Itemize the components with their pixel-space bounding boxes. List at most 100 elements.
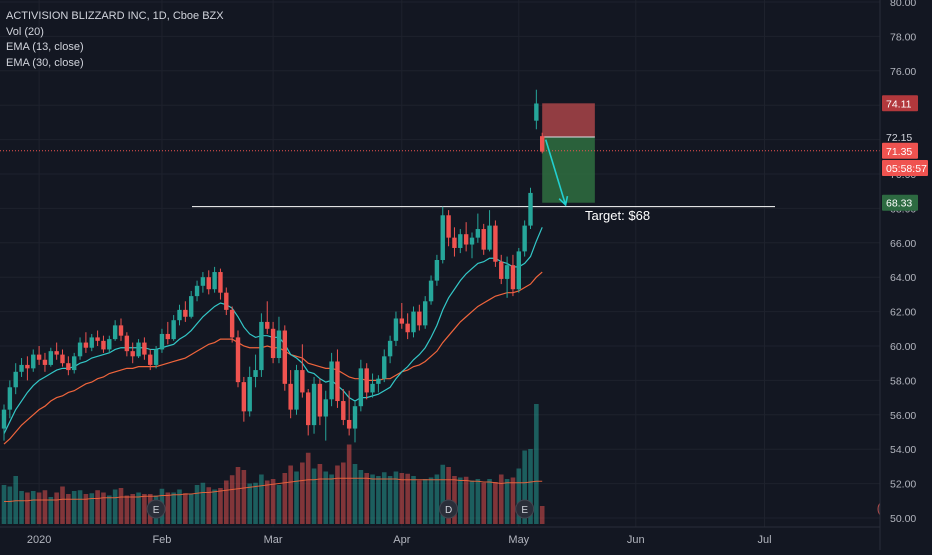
time-axis-label: 2020	[27, 534, 51, 546]
volume-bar	[48, 497, 54, 524]
candle-body	[142, 342, 147, 355]
volume-bar	[200, 482, 206, 524]
volume-bar	[194, 485, 200, 524]
candle-body	[329, 361, 334, 400]
candle-body	[95, 337, 100, 341]
ema-fast-label[interactable]: EMA (13, close)	[6, 41, 84, 53]
price-label-badge	[882, 95, 918, 112]
chart-legend: ACTIVISION BLIZZARD INC, 1D, Cboe BZX Vo…	[6, 9, 224, 71]
candle-body	[335, 361, 340, 402]
candle-body	[317, 383, 323, 417]
volume-indicator-label[interactable]: Vol (20)	[6, 25, 44, 38]
volume-bar	[253, 482, 258, 524]
symbol-title[interactable]: ACTIVISION BLIZZARD INC, 1D, Cboe BZX	[6, 10, 224, 22]
event-marker-label: E	[153, 505, 160, 516]
volume-bar	[188, 494, 194, 524]
time-axis[interactable]: 2020 Feb Mar Apr May Jun Jul	[0, 526, 880, 550]
candle-body	[159, 333, 165, 350]
candle-body	[253, 370, 258, 377]
candle-body	[440, 215, 445, 260]
candle-body	[118, 325, 124, 336]
price-axis[interactable]: 80.0078.0076.0074.0072.0070.0068.0066.00…	[879, 0, 932, 550]
event-marker-badge	[439, 499, 459, 519]
grid-lines	[0, 0, 880, 527]
candle-body	[393, 318, 399, 341]
candle-body	[504, 265, 510, 279]
volume-bar	[294, 471, 299, 524]
candle-body	[42, 359, 48, 365]
candle-body	[411, 311, 416, 333]
candle-body	[463, 234, 469, 245]
candle-body	[341, 401, 346, 420]
volume-bar	[381, 472, 387, 524]
volume-bar	[235, 467, 241, 524]
arrow-head	[558, 195, 569, 207]
event-marker-badge	[146, 499, 166, 519]
candle-body	[212, 272, 217, 290]
candle-body	[224, 292, 229, 310]
price-axis-tick-label: 76.00	[890, 66, 916, 78]
volume-bar	[493, 482, 498, 524]
target-arrow[interactable]	[544, 139, 569, 207]
candle-body	[434, 260, 440, 281]
volume-bar	[364, 473, 369, 524]
price-axis-tick-label: 78.00	[890, 31, 916, 43]
candle-body	[112, 325, 118, 340]
candle-body	[469, 237, 475, 245]
ema-slow-label[interactable]: EMA (30, close)	[6, 56, 84, 69]
candle-body	[218, 272, 223, 293]
volume-bar	[83, 494, 89, 524]
candle-body	[288, 383, 293, 410]
candle-body	[77, 342, 83, 357]
price-label-badge	[882, 194, 918, 211]
volume-bar	[300, 462, 305, 524]
volume-bar	[171, 492, 176, 524]
volume-bar	[376, 476, 381, 524]
stop-loss-zone	[542, 103, 595, 138]
volume-bar	[259, 474, 264, 524]
candle-body	[417, 311, 422, 326]
short-position-tool[interactable]	[542, 103, 595, 203]
price-label-text: 05:58:57	[886, 163, 927, 175]
candle-body	[423, 301, 428, 326]
volume-bar	[481, 482, 486, 524]
volume-bar	[36, 492, 42, 524]
volume-bar	[352, 464, 358, 524]
volume-bar	[124, 495, 130, 524]
candle-body	[89, 337, 94, 348]
volume-bar	[282, 473, 288, 524]
volume-bar	[446, 467, 451, 524]
candle-body	[153, 349, 159, 365]
volume-bar	[229, 475, 235, 524]
volume-bar	[469, 480, 475, 524]
volume-bar	[311, 468, 317, 524]
candle-body	[481, 229, 486, 250]
candle-body	[540, 136, 545, 152]
volume-bar	[95, 490, 100, 524]
volume-bar	[428, 477, 434, 524]
volume-bar	[165, 492, 171, 524]
volume-bar	[224, 480, 229, 524]
volume-bar	[42, 490, 48, 524]
volume-bar	[317, 464, 323, 524]
candle-body	[177, 309, 182, 321]
candle-body	[36, 354, 42, 360]
candle-body	[235, 337, 241, 383]
volume-bar	[510, 477, 516, 524]
volume-bar	[30, 491, 36, 524]
candle-body	[452, 237, 457, 248]
target-annotation[interactable]: Target: $68	[585, 208, 650, 223]
volume-bar	[183, 493, 188, 524]
volume-bar	[270, 479, 276, 524]
candle-body	[446, 215, 451, 238]
candle-body	[72, 356, 77, 371]
volume-bar	[405, 473, 410, 524]
candle-body	[83, 342, 89, 348]
candle-body	[370, 383, 375, 393]
candle-body	[171, 320, 176, 340]
event-marker-label: D	[445, 505, 452, 516]
volume-bar	[475, 479, 481, 524]
candle-body	[522, 225, 527, 252]
